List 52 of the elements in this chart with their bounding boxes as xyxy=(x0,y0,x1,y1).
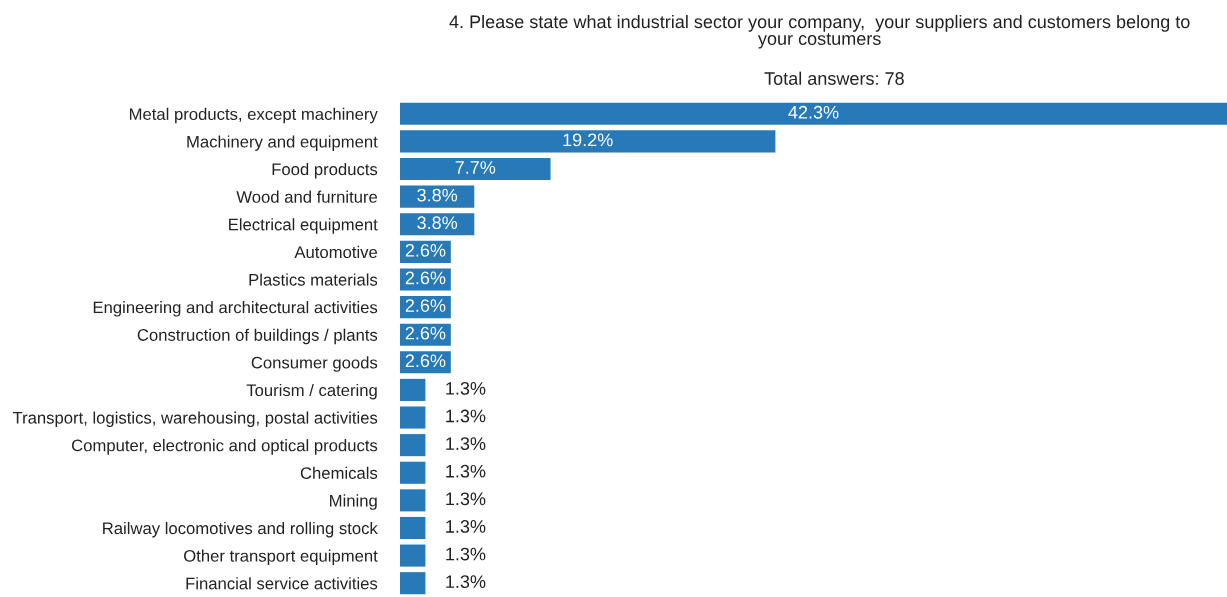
data-label: 2.6% xyxy=(405,299,446,312)
data-label: 1.3% xyxy=(446,547,486,561)
y-tick-label: Transport, logistics, warehousing, postal activities xyxy=(12,411,378,428)
data-label: 2.6% xyxy=(405,326,446,340)
y-tick-label: Electrical equipment xyxy=(229,218,378,234)
y-tick-label: Automotive xyxy=(294,245,378,259)
y-tick-label: Wood and furniture xyxy=(236,190,378,203)
bar xyxy=(400,461,426,484)
y-tick-label: Engineering and architectural activities xyxy=(93,301,378,317)
bar xyxy=(400,572,426,595)
y-tick-label: Other transport equipment xyxy=(184,549,378,566)
y-tick-label: Chemicals xyxy=(300,466,378,479)
y-tick-label: Food products xyxy=(272,162,378,179)
data-label: 2.6% xyxy=(405,354,446,368)
bar xyxy=(400,268,451,291)
y-tick-label: Metal products, except machinery xyxy=(129,107,378,124)
bar xyxy=(400,102,1227,125)
bar xyxy=(400,130,776,153)
y-tick-label: Machinery and equipment xyxy=(187,135,378,151)
bar xyxy=(400,378,426,401)
y-tick-label: Railway locomotives and rolling stock xyxy=(103,521,378,538)
y-tick-label: Plastics materials xyxy=(249,273,378,286)
y-tick-label: Tourism / catering xyxy=(246,383,377,400)
data-label: 1.3% xyxy=(446,437,486,450)
y-tick-label: Computer, electronic and optical products xyxy=(71,439,378,455)
bar xyxy=(400,434,426,457)
data-label: 2.6% xyxy=(405,271,446,285)
data-label: 1.3% xyxy=(446,381,486,395)
data-label: 1.3% xyxy=(446,575,486,589)
chart-subtitle: Total answers: 78 xyxy=(764,71,904,85)
bar xyxy=(400,544,426,567)
bar xyxy=(400,406,426,429)
bar xyxy=(400,185,475,208)
y-tick-label: Financial service activities xyxy=(186,577,378,590)
y-tick-label: Mining xyxy=(330,494,377,510)
bar xyxy=(400,516,426,540)
data-label: 3.8% xyxy=(417,216,458,230)
data-label: 1.3% xyxy=(446,492,486,506)
bar xyxy=(400,157,551,181)
data-label: 2.6% xyxy=(405,243,446,257)
data-label: 42.3% xyxy=(788,105,839,119)
y-tick-label: Construction of buildings / plants xyxy=(137,328,378,345)
chart-title: 4. Please state what industrial sector your company, your suppliers and customers belong to your costumers xyxy=(449,14,1190,49)
data-label: 3.8% xyxy=(417,188,458,202)
data-label: 7.7% xyxy=(455,161,496,174)
y-tick-label: Consumer goods xyxy=(251,356,378,372)
data-label: 1.3% xyxy=(446,464,486,478)
data-label: 19.2% xyxy=(563,133,613,147)
bar xyxy=(400,213,475,236)
data-label: 1.3% xyxy=(446,520,486,533)
bar xyxy=(400,489,426,512)
data-label: 1.3% xyxy=(446,409,486,423)
